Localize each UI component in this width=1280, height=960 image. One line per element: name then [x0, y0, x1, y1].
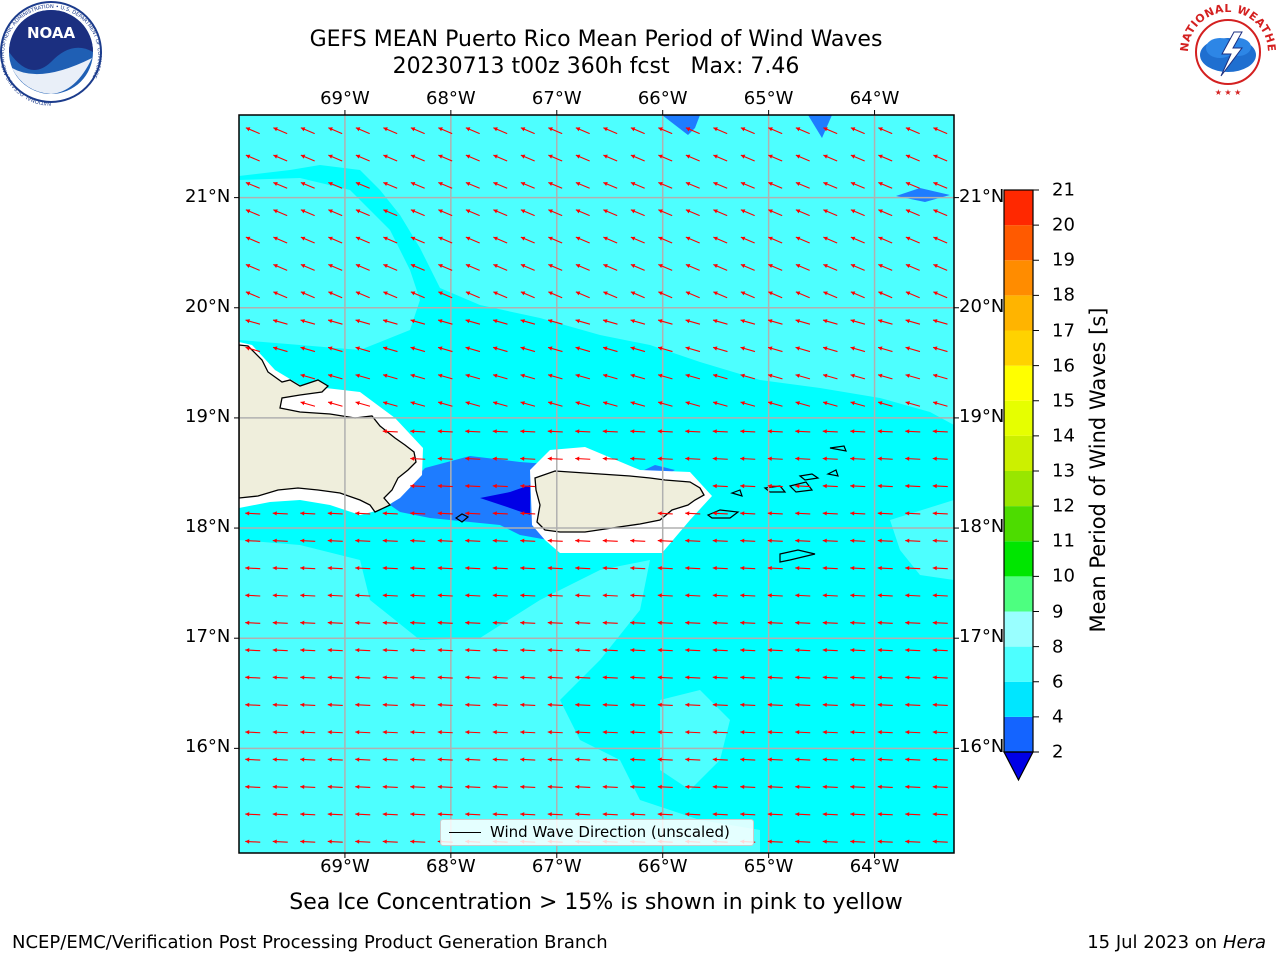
nws-logo: NATIONAL WEATHER SERVICE ★ ★ ★: [1176, 0, 1278, 101]
colorbar-segment: [1004, 190, 1033, 226]
right-latitude-label: 20°N: [959, 295, 1005, 317]
bottom-longitude-label: 69°W: [320, 856, 370, 877]
footer-host: Hera: [1222, 932, 1266, 953]
colorbar-segment: [1004, 506, 1033, 542]
colorbar-segment: [1004, 330, 1033, 366]
left-latitude-label: 20°N: [185, 295, 231, 317]
bottom-longitude-label: 66°W: [637, 856, 688, 877]
colorbar-segment: [1004, 681, 1033, 717]
colorbar-tick-label: 10: [1052, 565, 1075, 587]
colorbar-segment: [1004, 260, 1033, 296]
right-latitude-label: 18°N: [959, 516, 1005, 538]
colorbar-segment: [1004, 541, 1033, 577]
colorbar: [1003, 189, 1039, 782]
top-longitude-label: 65°W: [743, 88, 794, 109]
ocean-field-lt2s-mona: [480, 485, 530, 515]
colorbar-extend-arrow: [1003, 751, 1034, 782]
noaa-logo: NOAA NATIONAL OCEANIC AND ATMOSPHERIC AD…: [0, 1, 102, 106]
colorbar-segment: [1004, 471, 1033, 507]
colorbar-tick-label: 12: [1052, 495, 1075, 517]
left-latitude-label: 21°N: [185, 185, 231, 207]
left-latitude-label: 17°N: [185, 626, 231, 648]
colorbar-tick-label: 17: [1052, 320, 1075, 341]
colorbar-tick-label: 13: [1052, 460, 1075, 482]
colorbar-tick-label: 2: [1052, 741, 1064, 763]
bottom-longitude-label: 65°W: [743, 856, 794, 877]
top-longitude-label: 67°W: [531, 88, 582, 109]
left-latitude-label: 16°N: [185, 736, 231, 758]
colorbar-tick-label: 18: [1052, 284, 1075, 306]
colorbar-segment: [1004, 646, 1033, 682]
sea-ice-note: Sea Ice Concentration > 15% is shown in …: [289, 890, 903, 915]
ocean-field-6-8s-north: [239, 115, 954, 425]
colorbar-segment: [1004, 576, 1033, 612]
map-legend: Wind Wave Direction (unscaled): [440, 819, 754, 846]
colorbar-segment: [1004, 295, 1033, 331]
land-puerto-rico: [534, 470, 705, 533]
legend-label: Wind Wave Direction (unscaled): [490, 823, 730, 841]
right-latitude-label: 17°N: [959, 626, 1005, 648]
left-latitude-label: 18°N: [185, 516, 231, 538]
chart-subtitle: 20230713 t00z 360h fcst Max: 7.46: [392, 54, 800, 79]
colorbar-tick-label: 21: [1052, 179, 1075, 201]
colorbar-tick-label: 14: [1052, 425, 1075, 447]
top-longitude-label: 66°W: [637, 88, 688, 109]
colorbar-tick-label: 16: [1052, 355, 1075, 377]
right-latitude-label: 19°N: [959, 405, 1005, 427]
legend-line-swatch: [449, 832, 481, 833]
bottom-longitude-label: 67°W: [531, 856, 582, 877]
colorbar-tick-label: 6: [1052, 671, 1064, 693]
footer-credit: NCEP/EMC/Verification Post Processing Pr…: [12, 932, 608, 953]
land-hispaniola: [239, 344, 417, 513]
colorbar-segment: [1004, 611, 1033, 647]
colorbar-title: Mean Period of Wind Waves [s]: [1086, 307, 1110, 633]
colorbar-tick-label: 19: [1052, 249, 1075, 271]
svg-text:NOAA: NOAA: [27, 24, 76, 42]
colorbar-segment: [1004, 435, 1033, 471]
top-longitude-label: 69°W: [320, 88, 370, 109]
colorbar-tick-label: 9: [1052, 601, 1064, 622]
wind-wave-direction-arrows: [245, 127, 948, 844]
colorbar-segment: [1004, 225, 1033, 261]
footer-date: 15 Jul 2023 on Hera: [1087, 932, 1266, 953]
top-longitude-label: 68°W: [425, 88, 476, 109]
colorbar-segment: [1004, 365, 1033, 401]
ocean-field-6-8s-south: [239, 540, 760, 853]
graticule: [239, 115, 954, 853]
ocean-field-6-8s-northwest: [239, 178, 420, 350]
bottom-longitude-label: 64°W: [849, 856, 900, 877]
colorbar-tick-label: 15: [1052, 390, 1075, 412]
left-latitude-label: 19°N: [185, 405, 231, 427]
colorbar-tick-label: 20: [1052, 214, 1075, 236]
colorbar-segment: [1004, 400, 1033, 436]
right-latitude-label: 16°N: [959, 736, 1005, 758]
colorbar-segment: [1004, 716, 1033, 752]
bottom-longitude-label: 68°W: [425, 856, 476, 877]
colorbar-tick-label: 4: [1052, 706, 1064, 728]
svg-text:★ ★ ★: ★ ★ ★: [1215, 88, 1242, 97]
map-border: [238, 114, 955, 854]
right-latitude-label: 21°N: [959, 185, 1005, 207]
top-longitude-label: 64°W: [849, 88, 900, 109]
colorbar-tick-label: 8: [1052, 636, 1064, 658]
colorbar-tick-label: 11: [1052, 530, 1075, 552]
ocean-field-2-4s-mona: [390, 456, 560, 540]
chart-title: GEFS MEAN Puerto Rico Mean Period of Win…: [309, 27, 883, 52]
